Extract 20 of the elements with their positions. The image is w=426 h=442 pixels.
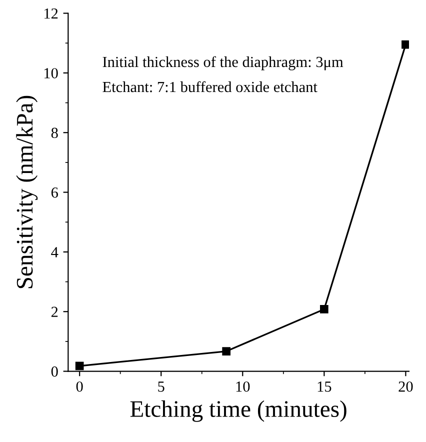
- y-tick-label: 6: [51, 187, 58, 198]
- x-axis-title: Etching time (minutes): [130, 400, 346, 422]
- x-tick-label: 0: [76, 381, 83, 392]
- x-tick-label: 15: [318, 382, 332, 392]
- annotation: Initial thickness of the diaphragm: 3μm: [102, 56, 344, 70]
- x-tick-label: 10: [236, 381, 250, 392]
- x-tick-label: 5: [158, 382, 164, 392]
- point: [320, 305, 328, 314]
- x-tick-label: 20: [398, 381, 413, 392]
- y-tick-label: 10: [44, 68, 58, 78]
- point: [402, 40, 409, 49]
- point: [222, 347, 230, 356]
- point: [75, 362, 84, 370]
- annotation: Etchant: 7:1 buffered oxide etchant: [102, 81, 318, 92]
- y-axis-title: Sensitivity (nm/kPa): [16, 96, 38, 288]
- y-tick-label: 8: [51, 128, 58, 138]
- y-tick-label: 2: [51, 306, 58, 317]
- y-tick-label: 0: [51, 366, 58, 377]
- y-tick-label: 4: [51, 247, 58, 258]
- y-tick-label: 12: [44, 8, 58, 19]
